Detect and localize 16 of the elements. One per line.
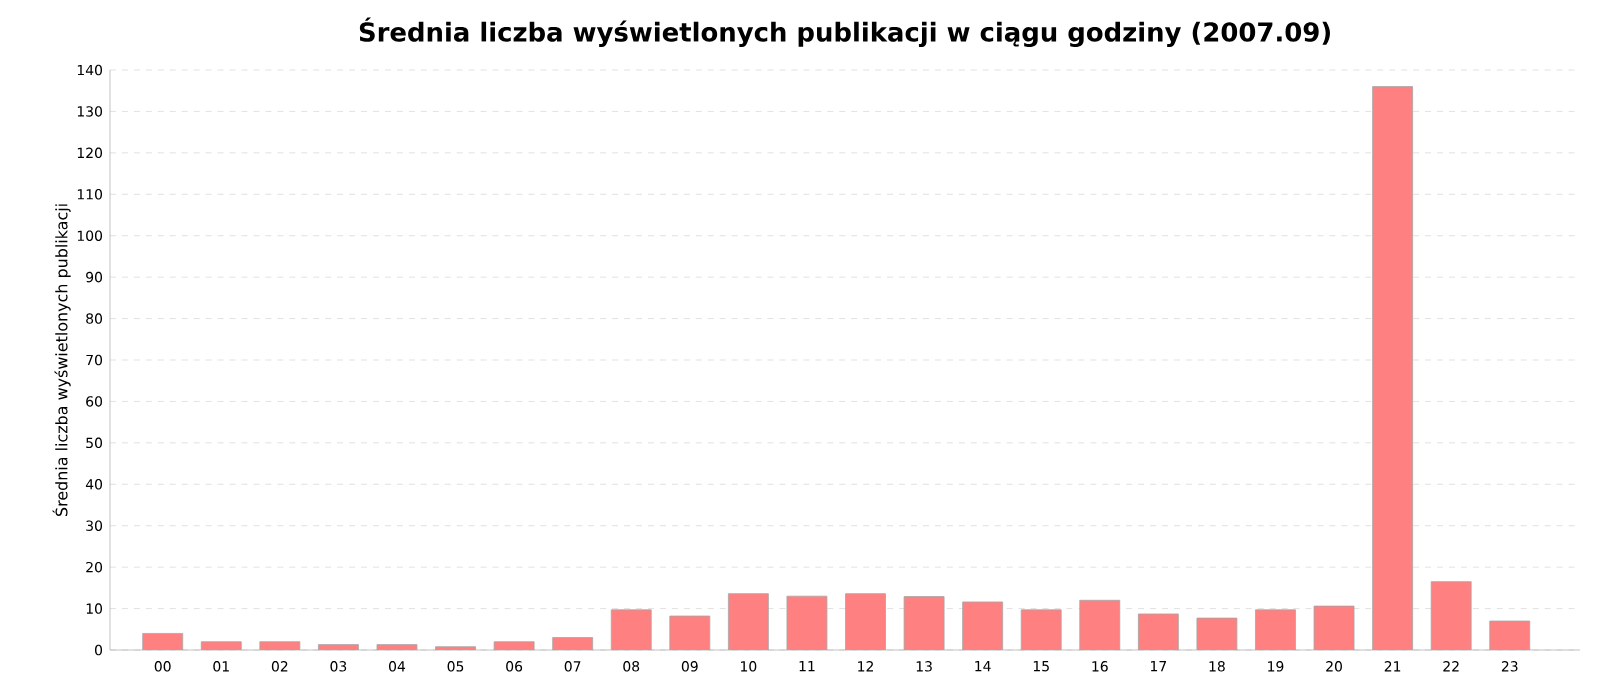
bar — [845, 593, 886, 650]
bar — [1137, 613, 1179, 650]
bar — [786, 595, 828, 650]
bar — [1020, 609, 1062, 650]
bar — [962, 601, 1004, 650]
chart-title: Średnia liczba wyświetlonych publikacji w ciągu godziny (2007.09) — [359, 17, 1330, 47]
bar — [727, 593, 769, 650]
bar — [1430, 581, 1472, 650]
bar — [1313, 605, 1355, 650]
bar — [1372, 86, 1414, 650]
bar — [610, 609, 652, 650]
bar — [669, 615, 711, 650]
bar — [903, 596, 945, 650]
bar — [1079, 599, 1121, 650]
bar — [1255, 609, 1296, 650]
bar — [1489, 620, 1531, 650]
